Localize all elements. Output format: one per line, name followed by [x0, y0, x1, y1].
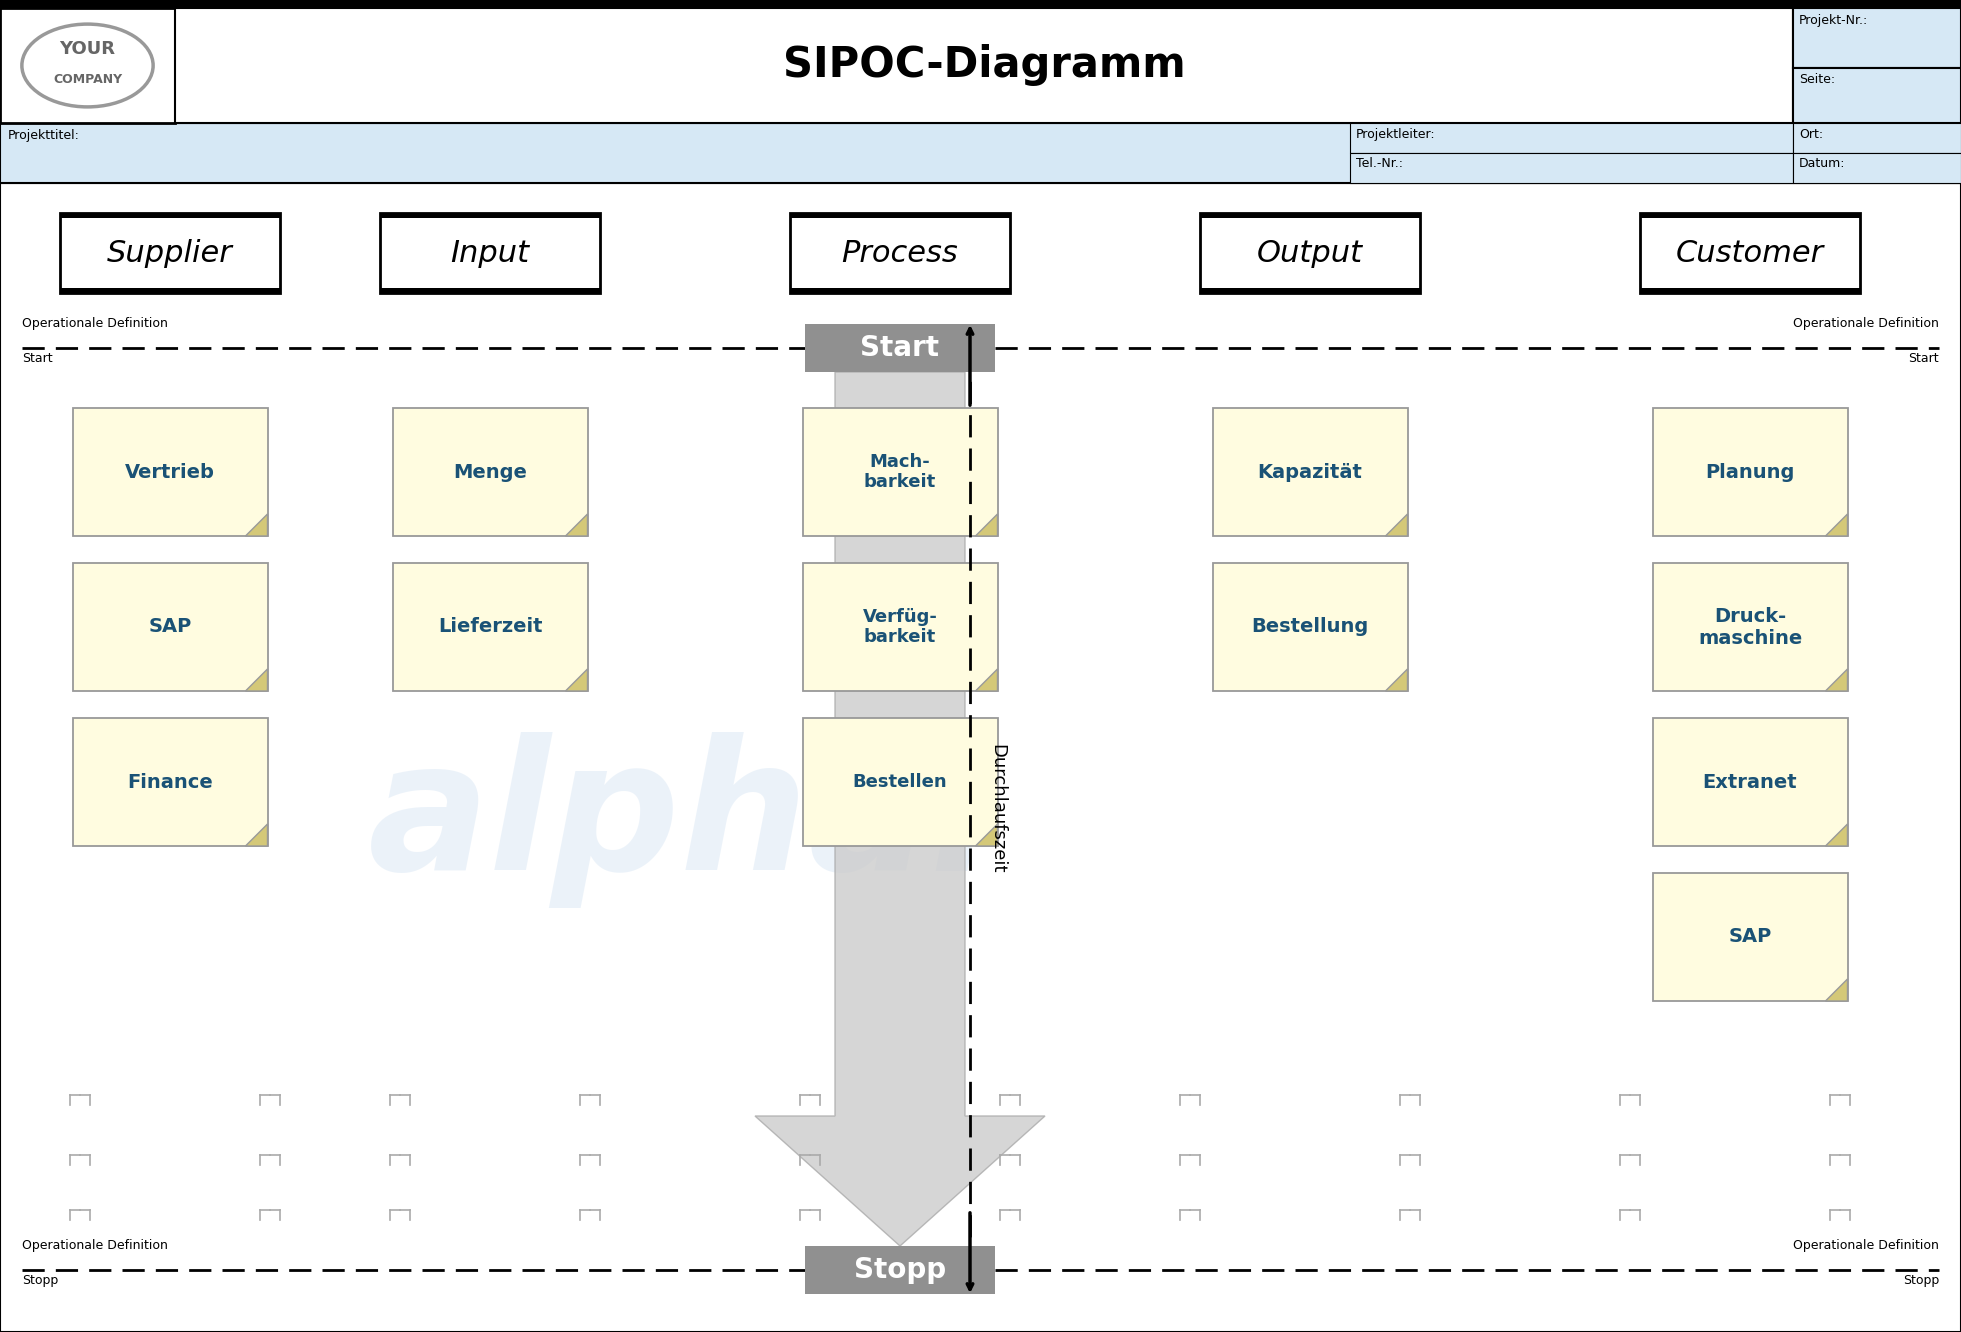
FancyBboxPatch shape: [1653, 563, 1847, 691]
Text: Projektleiter:: Projektleiter:: [1355, 128, 1435, 141]
Polygon shape: [1386, 514, 1408, 535]
Text: Datum:: Datum:: [1798, 157, 1845, 170]
Text: Process: Process: [841, 238, 959, 268]
Text: Druck-
maschine: Druck- maschine: [1698, 606, 1802, 647]
FancyBboxPatch shape: [392, 408, 588, 535]
FancyBboxPatch shape: [392, 563, 588, 691]
Text: Supplier: Supplier: [108, 238, 233, 268]
FancyBboxPatch shape: [0, 8, 175, 123]
Text: Stopp: Stopp: [1902, 1273, 1939, 1287]
Text: Input: Input: [451, 238, 529, 268]
Text: Verfüg-
barkeit: Verfüg- barkeit: [863, 607, 937, 646]
Text: SAP: SAP: [149, 618, 192, 637]
FancyBboxPatch shape: [1792, 123, 1961, 153]
FancyBboxPatch shape: [1200, 213, 1420, 293]
FancyBboxPatch shape: [73, 408, 267, 535]
FancyBboxPatch shape: [175, 8, 1792, 123]
FancyBboxPatch shape: [61, 213, 280, 218]
Text: Output: Output: [1257, 238, 1363, 268]
Polygon shape: [245, 825, 267, 846]
FancyBboxPatch shape: [73, 563, 267, 691]
FancyBboxPatch shape: [1792, 68, 1961, 123]
FancyBboxPatch shape: [1639, 213, 1859, 293]
FancyBboxPatch shape: [0, 0, 1961, 8]
FancyBboxPatch shape: [0, 123, 1961, 182]
FancyBboxPatch shape: [1200, 288, 1420, 293]
Polygon shape: [1826, 825, 1847, 846]
Text: Operationale Definition: Operationale Definition: [22, 1239, 169, 1252]
Text: Planung: Planung: [1706, 462, 1794, 481]
Text: SAP: SAP: [1728, 927, 1771, 947]
Polygon shape: [975, 514, 998, 535]
FancyBboxPatch shape: [380, 213, 600, 218]
Text: Seite:: Seite:: [1798, 73, 1835, 85]
Text: SIPOC-Diagramm: SIPOC-Diagramm: [782, 44, 1184, 87]
FancyBboxPatch shape: [802, 718, 998, 846]
Text: Menge: Menge: [453, 462, 528, 481]
Text: Operationale Definition: Operationale Definition: [22, 317, 169, 330]
Text: Durchlaufszeit: Durchlaufszeit: [988, 745, 1006, 874]
FancyBboxPatch shape: [0, 182, 1961, 1332]
Text: Operationale Definition: Operationale Definition: [1792, 1239, 1939, 1252]
FancyBboxPatch shape: [806, 324, 994, 372]
FancyBboxPatch shape: [1792, 8, 1961, 68]
Text: Finance: Finance: [127, 773, 214, 791]
FancyBboxPatch shape: [1639, 213, 1859, 218]
Polygon shape: [755, 372, 1045, 1245]
FancyBboxPatch shape: [1792, 153, 1961, 182]
Polygon shape: [565, 669, 588, 691]
FancyBboxPatch shape: [380, 213, 600, 293]
Polygon shape: [245, 669, 267, 691]
FancyBboxPatch shape: [1212, 408, 1408, 535]
Text: Projekt-Nr.:: Projekt-Nr.:: [1798, 15, 1869, 27]
FancyBboxPatch shape: [1212, 563, 1408, 691]
FancyBboxPatch shape: [790, 213, 1010, 293]
Text: Vertrieb: Vertrieb: [126, 462, 216, 481]
Text: Lieferzeit: Lieferzeit: [437, 618, 543, 637]
FancyBboxPatch shape: [1349, 153, 1792, 182]
Polygon shape: [1386, 669, 1408, 691]
FancyBboxPatch shape: [802, 563, 998, 691]
Text: Start: Start: [22, 352, 53, 365]
Text: Customer: Customer: [1677, 238, 1824, 268]
Polygon shape: [565, 514, 588, 535]
Text: YOUR: YOUR: [59, 40, 116, 59]
Text: Bestellung: Bestellung: [1251, 618, 1369, 637]
Text: Operationale Definition: Operationale Definition: [1792, 317, 1939, 330]
Text: Stopp: Stopp: [22, 1273, 59, 1287]
Polygon shape: [245, 514, 267, 535]
FancyBboxPatch shape: [1349, 123, 1792, 153]
Text: Stopp: Stopp: [853, 1256, 945, 1284]
FancyBboxPatch shape: [1653, 872, 1847, 1002]
FancyBboxPatch shape: [61, 213, 280, 293]
FancyBboxPatch shape: [790, 213, 1010, 218]
Text: Extranet: Extranet: [1702, 773, 1798, 791]
FancyBboxPatch shape: [806, 1245, 994, 1293]
Text: Mach-
barkeit: Mach- barkeit: [865, 453, 935, 492]
Polygon shape: [1826, 979, 1847, 1002]
FancyBboxPatch shape: [802, 408, 998, 535]
Polygon shape: [975, 669, 998, 691]
FancyBboxPatch shape: [1200, 213, 1420, 218]
Text: alphai: alphai: [367, 733, 992, 908]
Text: Tel.-Nr.:: Tel.-Nr.:: [1355, 157, 1402, 170]
FancyBboxPatch shape: [1639, 288, 1859, 293]
Text: COMPANY: COMPANY: [53, 73, 122, 87]
FancyBboxPatch shape: [73, 718, 267, 846]
FancyBboxPatch shape: [61, 288, 280, 293]
Polygon shape: [1826, 514, 1847, 535]
Polygon shape: [975, 825, 998, 846]
Text: Ort:: Ort:: [1798, 128, 1824, 141]
FancyBboxPatch shape: [1653, 408, 1847, 535]
FancyBboxPatch shape: [1653, 718, 1847, 846]
Text: Bestellen: Bestellen: [853, 773, 947, 791]
FancyBboxPatch shape: [790, 288, 1010, 293]
Text: Start: Start: [1908, 352, 1939, 365]
Text: Start: Start: [861, 334, 939, 362]
Polygon shape: [1826, 669, 1847, 691]
Text: Kapazität: Kapazität: [1257, 462, 1363, 481]
Text: Projekttitel:: Projekttitel:: [8, 129, 80, 143]
FancyBboxPatch shape: [380, 288, 600, 293]
